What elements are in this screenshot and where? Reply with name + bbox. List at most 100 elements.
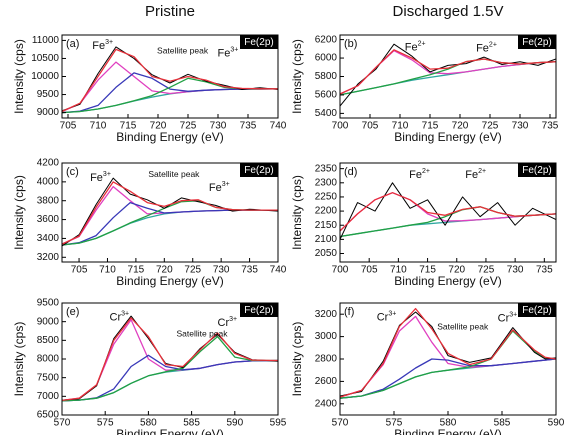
x-tick-label: 705 — [362, 121, 379, 132]
x-axis-label: Binding Energy (eV) — [394, 130, 501, 144]
series-line — [62, 335, 278, 402]
annotation: Satellite peak — [176, 329, 228, 339]
annotation-text: Fe — [218, 47, 231, 59]
annotation: Cr3+ — [218, 316, 238, 329]
x-tick-label: 720 — [156, 265, 173, 276]
y-axis-label: Intensity (cps) — [290, 39, 304, 114]
annotation: Fe3+ — [92, 39, 113, 52]
x-tick-label: 710 — [90, 121, 107, 132]
x-tick-label: 715 — [120, 121, 137, 132]
y-tick-label: 7000 — [37, 391, 60, 402]
badge-bg — [518, 303, 556, 317]
annotation-text: Satellite peak — [157, 46, 209, 56]
x-tick-label: 730 — [210, 121, 227, 132]
x-tick-label: 720 — [448, 265, 465, 276]
x-tick-label: 590 — [548, 418, 565, 429]
x-tick-label: 730 — [213, 265, 230, 276]
x-tick-label: 575 — [97, 418, 114, 429]
y-tick-label: 9500 — [37, 89, 60, 100]
annotation-sup: 3+ — [121, 310, 129, 317]
x-tick-label: 735 — [536, 265, 553, 276]
badge-bg — [518, 163, 556, 177]
panel-label: (f) — [344, 306, 354, 318]
series-line — [340, 192, 556, 232]
x-tick-label: 730 — [507, 265, 524, 276]
y-tick-label: 11000 — [32, 35, 60, 46]
annotation-sup: 3+ — [222, 181, 230, 188]
x-tick-label: 710 — [99, 265, 116, 276]
series-line — [340, 43, 556, 107]
annotation: Fe2+ — [476, 41, 497, 54]
plot-area — [340, 307, 556, 399]
badge-bg — [240, 163, 278, 177]
x-tick-label: 720 — [452, 121, 469, 132]
panel-label: (c) — [66, 166, 79, 178]
badge: Fe(2p) — [522, 165, 551, 176]
y-tick-label: 5800 — [315, 71, 338, 82]
annotation-sup: 3+ — [103, 171, 111, 178]
plot-area — [62, 46, 278, 114]
annotation: Satellite peak — [437, 322, 489, 332]
series-line — [340, 330, 556, 399]
column-title: Discharged 1.5V — [393, 3, 504, 20]
x-tick-label: 585 — [494, 418, 511, 429]
series-line — [340, 311, 556, 397]
column-title: Pristine — [145, 3, 195, 20]
annotation: Fe2+ — [405, 40, 426, 53]
annotation-text: Fe — [405, 41, 418, 53]
x-tick-label: 715 — [128, 265, 145, 276]
y-tick-label: 2800 — [315, 354, 338, 365]
annotation-text: Satellite peak — [176, 329, 228, 339]
y-tick-label: 6500 — [37, 410, 60, 421]
x-tick-label: 705 — [60, 121, 77, 132]
y-tick-label: 3800 — [37, 195, 60, 206]
series-line — [340, 182, 556, 240]
x-tick-label: 710 — [390, 265, 407, 276]
x-tick-label: 705 — [71, 265, 88, 276]
plot-area — [62, 315, 278, 402]
y-tick-label: 5600 — [315, 90, 338, 101]
y-axis-label: Intensity (cps) — [12, 322, 26, 397]
badge: Fe(2p) — [522, 37, 551, 48]
annotation: Satellite peak — [157, 46, 209, 56]
badge: Fe(2p) — [522, 305, 551, 316]
y-tick-label: 5400 — [315, 108, 338, 119]
series-line — [62, 185, 278, 245]
y-tick-label: 2350 — [315, 163, 338, 174]
series-line — [62, 319, 278, 402]
y-tick-label: 2050 — [315, 248, 338, 259]
annotation-sup: 3+ — [105, 39, 113, 46]
y-tick-label: 6000 — [315, 53, 338, 64]
y-tick-label: 2150 — [315, 220, 338, 231]
x-tick-label: 710 — [392, 121, 409, 132]
series-line — [340, 192, 556, 232]
x-tick-label: 735 — [241, 265, 258, 276]
badge: Fe(2p) — [244, 305, 273, 316]
plot-area — [62, 177, 278, 247]
axis-frame — [339, 302, 557, 416]
annotation: Satellite peak — [148, 169, 200, 179]
series-line — [62, 181, 278, 245]
x-tick-label: 570 — [54, 418, 71, 429]
annotation-text: Fe — [409, 169, 422, 181]
x-tick-label: 585 — [183, 418, 200, 429]
annotation-sup: 2+ — [478, 168, 486, 175]
x-tick-label: 700 — [332, 121, 349, 132]
annotation-text: Cr — [377, 311, 389, 323]
x-tick-label: 725 — [180, 121, 197, 132]
x-tick-label: 575 — [386, 418, 403, 429]
annotation: Fe2+ — [409, 168, 430, 181]
x-tick-label: 735 — [240, 121, 257, 132]
series-line — [62, 317, 278, 402]
axis-frame — [61, 162, 279, 263]
annotation-sup: 3+ — [230, 46, 238, 53]
x-tick-label: 715 — [419, 265, 436, 276]
annotation: Fe3+ — [209, 181, 230, 194]
y-tick-label: 9000 — [37, 316, 60, 327]
annotation-sup: 2+ — [422, 168, 430, 175]
x-axis-label: Binding Energy (eV) — [116, 130, 223, 144]
badge: Fe(2p) — [244, 165, 273, 176]
x-tick-label: 700 — [332, 265, 349, 276]
annotation-sup: 2+ — [418, 40, 426, 47]
